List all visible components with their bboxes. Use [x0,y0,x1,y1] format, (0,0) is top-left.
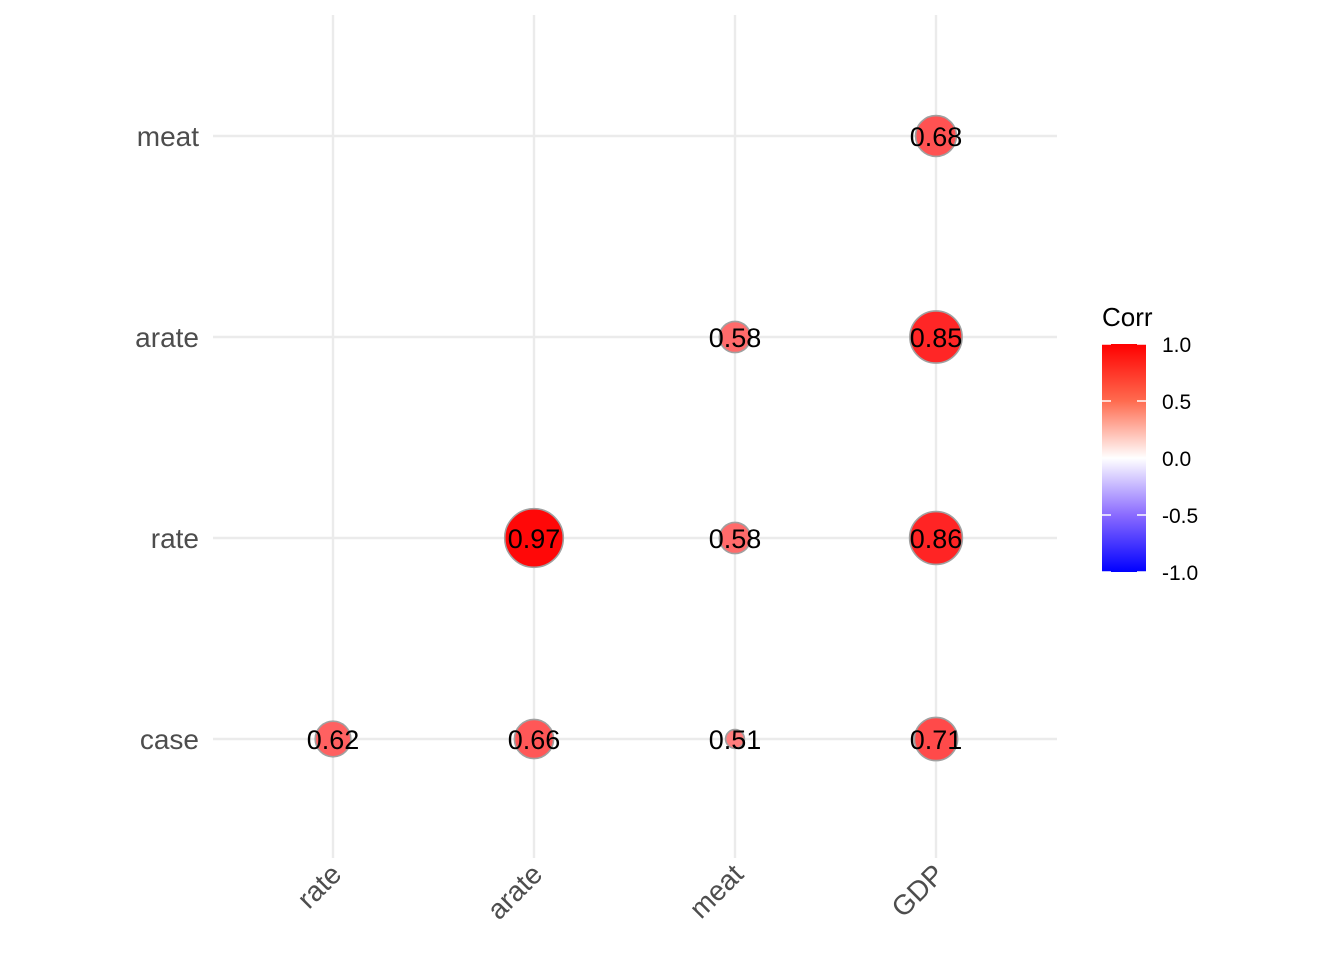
x-axis-label: arate [481,858,548,925]
correlation-value-label: 0.62 [307,725,360,755]
correlation-point [718,521,752,555]
correlation-point [314,720,352,758]
legend-ticks: 1.0 0.5 0.0 -0.5 -1.0 [1102,334,1198,585]
correlation-point [914,114,958,158]
y-axis-label: rate [151,523,199,554]
y-axis-label: meat [137,121,199,152]
x-axis-labels: rate arate meat GDP [291,858,950,925]
correlation-point [908,510,964,566]
legend-title: Corr [1102,302,1153,332]
correlation-points [314,114,964,762]
correlation-point [513,718,555,760]
correlation-point [913,716,959,762]
x-axis-label: GDP [885,858,950,923]
correlation-value-label: 0.71 [910,725,963,755]
legend-tick-label: 0.5 [1162,391,1191,414]
correlation-labels: 0.62 0.66 0.51 0.71 0.97 0.58 0.86 0.58 0.85 0.68 [307,122,963,755]
y-axis-label: arate [135,322,199,353]
correlation-value-label: 0.58 [709,524,762,554]
x-axis-label: meat [683,858,749,924]
legend-tick-label: -1.0 [1162,562,1198,585]
y-axis-labels: case rate arate meat [135,121,199,755]
correlation-point [718,320,752,354]
x-axis-label: rate [291,858,347,914]
correlation-value-label: 0.66 [508,725,561,755]
correlation-value-label: 0.58 [709,323,762,353]
legend: Corr 1.0 0.5 0.0 -0.5 -1.0 [1102,302,1198,585]
correlation-point [909,310,963,364]
correlation-value-label: 0.68 [910,122,963,152]
correlation-point [724,728,746,750]
legend-tick-label: 0.0 [1162,448,1191,471]
correlation-value-label: 0.51 [709,725,762,755]
legend-tick-label: 1.0 [1162,334,1191,357]
correlation-value-label: 0.97 [508,524,561,554]
legend-tick-label: -0.5 [1162,505,1198,528]
correlation-point [503,507,565,569]
correlation-value-label: 0.85 [910,323,963,353]
y-axis-label: case [140,724,199,755]
correlation-value-label: 0.86 [910,524,963,554]
